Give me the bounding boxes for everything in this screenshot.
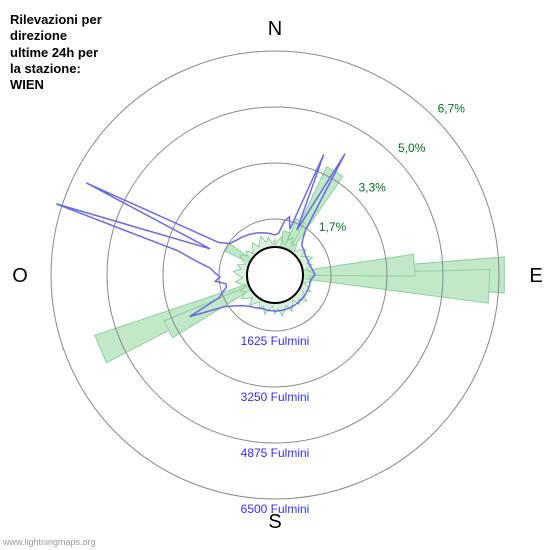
- source-footer: www.lightningmaps.org: [3, 537, 96, 547]
- ring-pct-label: 6,7%: [438, 101, 466, 115]
- ring-pct-label: 5,0%: [398, 141, 426, 155]
- ring-pct-label: 1,7%: [319, 220, 347, 234]
- cardinal-W: O: [12, 265, 28, 287]
- ring-count-label: 4875 Fulmini: [241, 446, 310, 460]
- cardinal-S: S: [268, 511, 281, 533]
- ring-count-label: 1625 Fulmini: [241, 334, 310, 348]
- chart-title: Rilevazioni per direzione ultime 24h per…: [10, 12, 102, 93]
- cardinal-N: N: [268, 18, 282, 40]
- ring-pct-label: 3,3%: [358, 181, 386, 195]
- center-hub: [247, 247, 303, 303]
- ring-count-label: 3250 Fulmini: [241, 390, 310, 404]
- cardinal-E: E: [529, 265, 542, 287]
